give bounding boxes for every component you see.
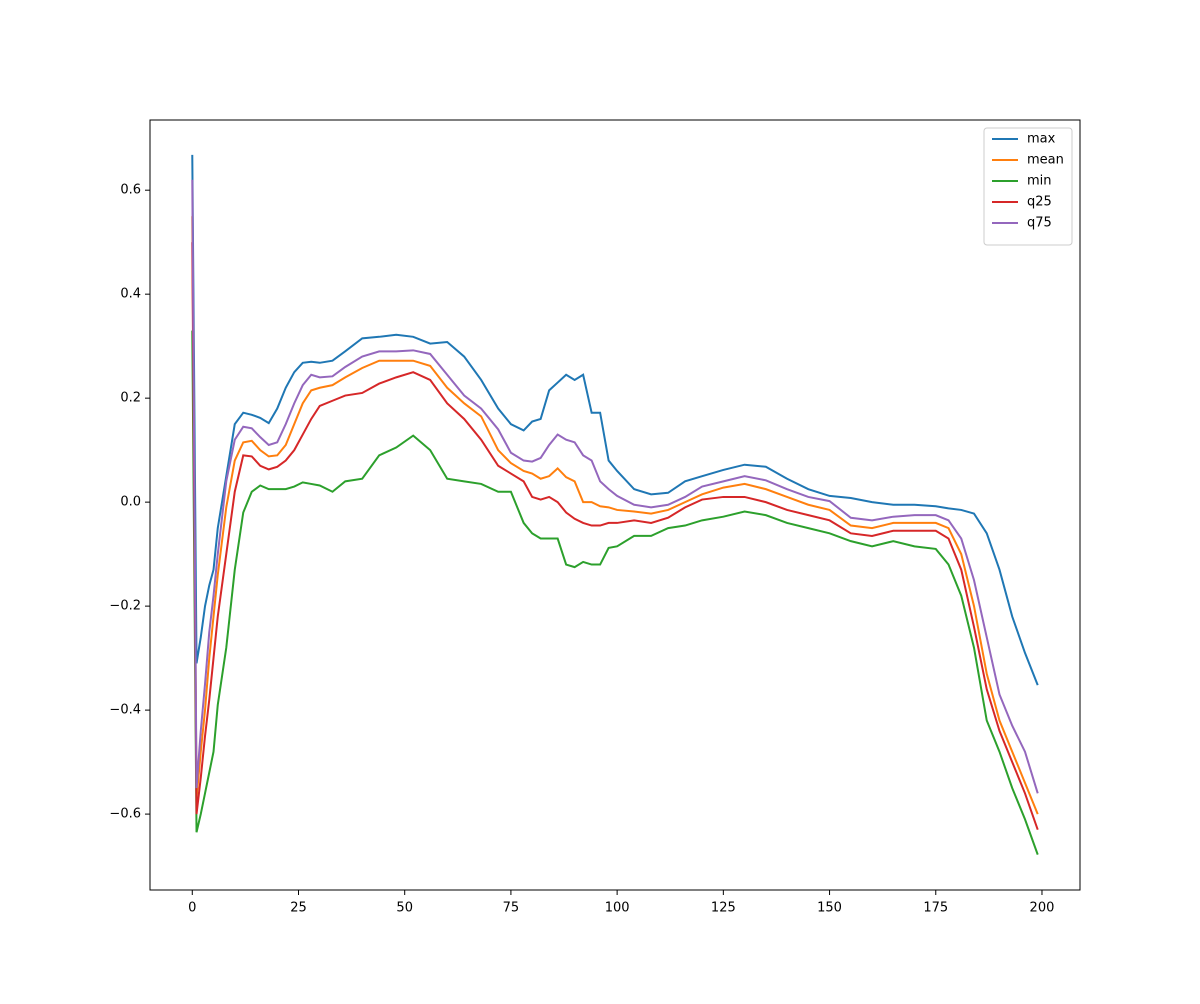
- x-tick-label: 175: [923, 901, 948, 916]
- y-tick-label: 0.2: [120, 391, 141, 406]
- line-series: [191, 330, 1039, 855]
- legend-label: max: [1027, 132, 1056, 147]
- x-tick-label: 0: [188, 901, 196, 916]
- plot-frame: [149, 119, 1081, 891]
- y-tick-label: 0.0: [120, 495, 141, 510]
- y-tick-label: 0.4: [120, 287, 141, 302]
- x-tick-label: 150: [817, 901, 842, 916]
- y-tick-label: −0.2: [109, 599, 141, 614]
- legend-label: mean: [1027, 153, 1064, 168]
- legend-label: q25: [1027, 195, 1052, 210]
- y-tick-label: 0.6: [120, 183, 141, 198]
- legend-box: [983, 127, 1073, 246]
- x-tick-label: 100: [605, 901, 630, 916]
- x-tick-label: 50: [396, 901, 413, 916]
- line-series: [191, 242, 1039, 831]
- y-tick-label: −0.6: [109, 807, 141, 822]
- x-tick-label: 200: [1030, 901, 1055, 916]
- x-tick-label: 75: [503, 901, 520, 916]
- x-tick-label: 125: [711, 901, 736, 916]
- line-series: [191, 216, 1039, 815]
- line-series: [191, 154, 1039, 686]
- x-tick-label: 25: [290, 901, 307, 916]
- legend-label: min: [1027, 174, 1052, 189]
- line-series: [191, 179, 1039, 794]
- y-tick-label: −0.4: [109, 703, 141, 718]
- legend-label: q75: [1027, 216, 1052, 231]
